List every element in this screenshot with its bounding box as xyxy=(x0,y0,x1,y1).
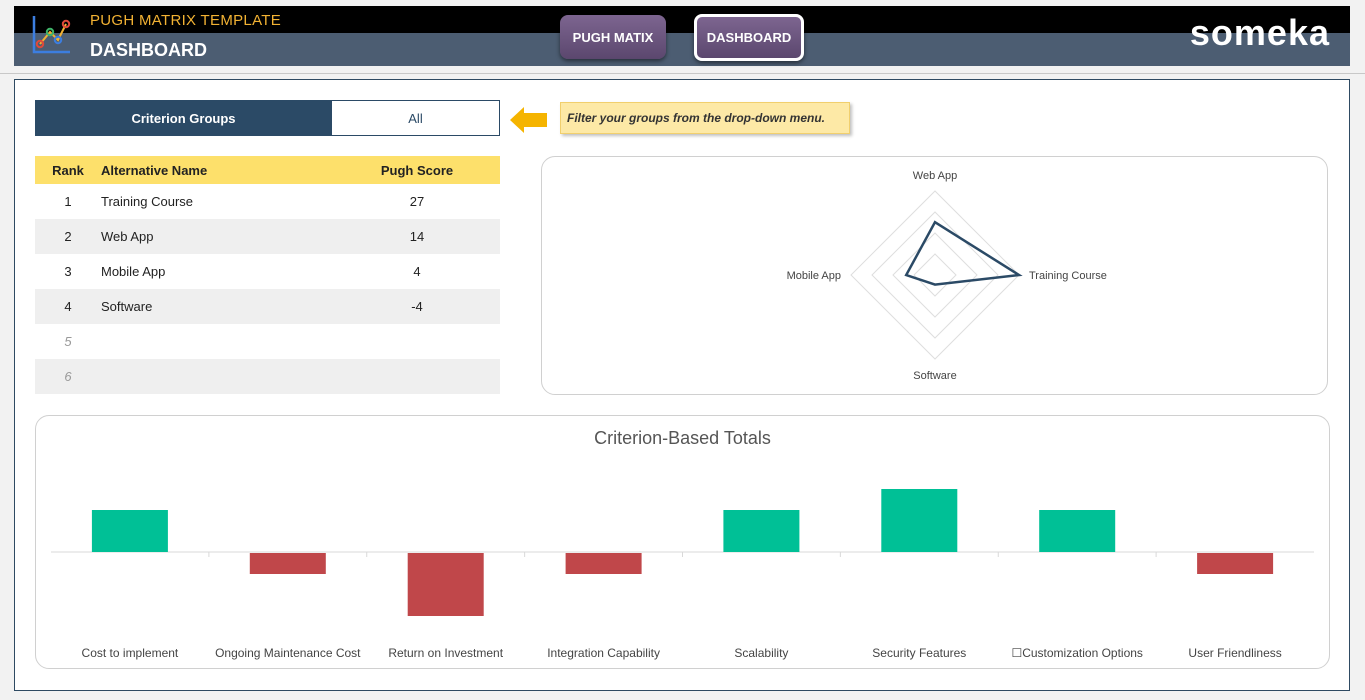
pugh-matrix-nav-button[interactable]: PUGH MATIX xyxy=(560,15,666,59)
bar-mark xyxy=(881,489,958,552)
header-separator xyxy=(0,73,1365,74)
rank-cell: 5 xyxy=(64,334,72,349)
radar-chart-svg: Web App Training Course Software Mobile App xyxy=(787,170,1107,382)
score-cell: -4 xyxy=(411,299,423,314)
radar-grid-ring xyxy=(892,232,978,318)
brand-logo[interactable]: someka xyxy=(1189,12,1330,53)
criterion-groups-label: Criterion Groups xyxy=(35,100,332,136)
score-header: Pugh Score xyxy=(380,162,454,178)
ranking-table: Rank Alternative Name Pugh Score 1 Train… xyxy=(35,156,500,394)
criterion-bar-chart: Criterion-Based Totals Cost to implement… xyxy=(35,415,1330,669)
category-label: Security Features xyxy=(872,646,966,660)
category-label: ☐Customization Options xyxy=(1011,646,1142,660)
table-row: 4 Software -4 xyxy=(35,289,500,324)
filter-hint-note: Filter your groups from the drop-down me… xyxy=(560,102,850,134)
dashboard-nav-button[interactable]: DASHBOARD xyxy=(694,14,804,61)
bar-mark xyxy=(249,553,326,574)
name-header: Alternative Name xyxy=(101,162,208,178)
score-cell: 27 xyxy=(409,194,425,209)
category-label: Return on Investment xyxy=(388,646,503,660)
rank-cell: 6 xyxy=(64,369,72,384)
name-cell: Mobile App xyxy=(101,264,166,279)
page-title: DASHBOARD xyxy=(90,40,207,60)
table-row: 5 xyxy=(35,324,500,359)
table-header: Rank Alternative Name Pugh Score xyxy=(35,156,500,184)
bar-mark xyxy=(91,510,168,552)
radar-grid-ring xyxy=(850,190,1020,360)
app-title: PUGH MATRIX TEMPLATE xyxy=(90,12,282,29)
radar-chart: Web App Training Course Software Mobile App xyxy=(541,156,1328,395)
bar-mark xyxy=(407,553,484,616)
bar-mark xyxy=(1197,553,1274,574)
header-bar: PUGH MATRIX TEMPLATE DASHBOARD PUGH MATI… xyxy=(14,6,1350,66)
name-cell: Training Course xyxy=(101,194,194,209)
table-row: 6 xyxy=(35,359,500,394)
arrow-left-icon xyxy=(510,107,547,133)
radar-series-line xyxy=(904,220,1023,286)
radar-grid-ring xyxy=(913,253,957,297)
bar-mark xyxy=(565,553,642,574)
radar-axis-label: Web App xyxy=(913,170,957,182)
category-label: Ongoing Maintenance Cost xyxy=(215,646,361,660)
category-label: Cost to implement xyxy=(82,646,179,660)
bar-mark xyxy=(1039,510,1116,552)
table-row: 1 Training Course 27 xyxy=(35,184,500,219)
radar-grid-ring xyxy=(871,211,999,339)
category-label: Integration Capability xyxy=(547,646,660,660)
rank-cell: 2 xyxy=(64,229,72,244)
score-cell: 4 xyxy=(413,264,421,279)
table-row: 2 Web App 14 xyxy=(35,219,500,254)
criterion-groups-dropdown[interactable]: All xyxy=(331,100,500,136)
table-row: 3 Mobile App 4 xyxy=(35,254,500,289)
name-cell: Web App xyxy=(101,229,154,244)
category-label: User Friendliness xyxy=(1188,646,1281,660)
rank-cell: 1 xyxy=(64,194,72,209)
chart-logo-icon xyxy=(32,16,71,54)
header-band xyxy=(14,33,1350,66)
name-cell: Software xyxy=(101,299,153,314)
rank-cell: 3 xyxy=(64,264,72,279)
category-label: Scalability xyxy=(734,646,788,660)
radar-axis-label: Software xyxy=(913,370,956,382)
rank-cell: 4 xyxy=(64,299,72,314)
bar-chart-svg: Cost to implement Ongoing Maintenance Cos… xyxy=(51,489,1314,660)
score-cell: 14 xyxy=(409,229,425,244)
chart-title: Criterion-Based Totals xyxy=(594,428,771,448)
bar-mark xyxy=(723,510,800,552)
radar-axis-label: Training Course xyxy=(1029,270,1107,282)
rank-header: Rank xyxy=(52,162,84,178)
radar-axis-label: Mobile App xyxy=(787,270,841,282)
